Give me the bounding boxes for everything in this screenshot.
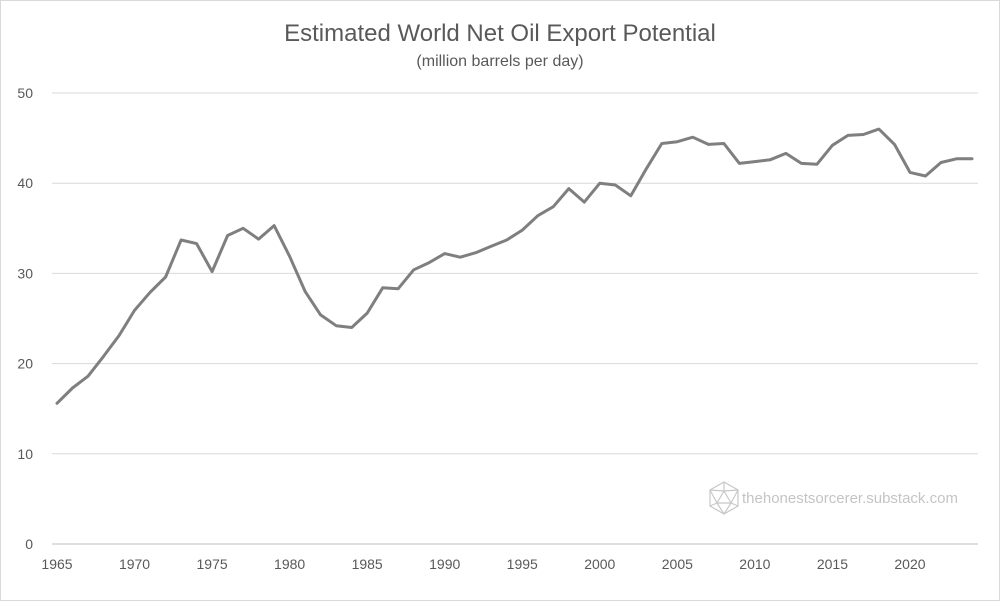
x-tick-label: 2005 (662, 556, 693, 572)
data-point-2016 (846, 134, 849, 137)
data-point-2008 (722, 142, 725, 145)
watermark-text: thehonestsorcerer.substack.com (742, 490, 958, 507)
data-point-2003 (645, 167, 648, 170)
data-point-2024 (971, 157, 974, 160)
data-point-2017 (862, 133, 865, 136)
series-line-0 (55, 127, 974, 405)
x-tick-label: 1970 (119, 556, 150, 572)
data-point-1997 (552, 205, 555, 208)
x-tick-label: 1965 (41, 556, 72, 572)
data-point-1981 (304, 290, 307, 293)
data-point-2009 (738, 162, 741, 165)
data-point-1983 (335, 324, 338, 327)
data-point-2007 (707, 143, 710, 146)
data-point-1999 (583, 201, 586, 204)
data-point-2019 (893, 143, 896, 146)
x-axis-ticks: 1965 1970 1975 1980 1985 1990 1995 2000 2005 2010… (41, 556, 925, 572)
x-tick-label: 1995 (507, 556, 538, 572)
data-point-1975 (211, 270, 214, 273)
y-tick-label: 40 (17, 175, 33, 191)
y-tick-label: 10 (17, 446, 33, 462)
data-point-2013 (800, 162, 803, 165)
data-point-1986 (381, 286, 384, 289)
data-point-1987 (397, 287, 400, 290)
data-point-1977 (242, 227, 245, 230)
data-point-1996 (536, 214, 539, 217)
data-point-2005 (676, 140, 679, 143)
data-point-1995 (521, 229, 524, 232)
x-tick-label: 1990 (429, 556, 460, 572)
data-point-2001 (614, 184, 617, 187)
data-point-1978 (257, 238, 260, 241)
data-point-2023 (955, 157, 958, 160)
data-point-1968 (102, 355, 105, 358)
data-point-2020 (909, 171, 912, 174)
data-point-1993 (490, 245, 493, 248)
data-point-1974 (195, 242, 198, 245)
data-point-2022 (940, 161, 943, 164)
gridlines (52, 92, 978, 545)
x-tick-label: 2000 (584, 556, 615, 572)
data-point-1971 (149, 291, 152, 294)
data-point-2010 (753, 160, 756, 163)
watermark: thehonestsorcerer.substack.com (709, 481, 958, 515)
data-point-1973 (180, 239, 183, 242)
y-tick-label: 50 (17, 85, 33, 101)
data-point-2021 (924, 175, 927, 178)
data-point-1990 (443, 252, 446, 255)
data-point-1991 (459, 256, 462, 259)
data-point-1980 (288, 255, 291, 258)
data-point-1966 (71, 387, 74, 390)
y-tick-label: 20 (17, 356, 33, 372)
data-point-1972 (164, 276, 167, 279)
y-axis-ticks: 0 10 20 30 40 50 (17, 85, 33, 552)
data-point-2000 (598, 182, 601, 185)
data-point-1992 (474, 251, 477, 254)
data-point-1976 (226, 234, 229, 237)
chart-subtitle: (million barrels per day) (416, 53, 584, 70)
x-tick-label: 2010 (739, 556, 770, 572)
icosahedron-icon (709, 481, 739, 515)
data-point-1982 (319, 313, 322, 316)
data-point-1965 (56, 402, 59, 405)
x-tick-label: 1975 (197, 556, 228, 572)
data-point-1970 (133, 309, 136, 312)
data-point-2004 (660, 142, 663, 145)
data-point-1988 (412, 268, 415, 271)
data-point-1969 (118, 334, 121, 337)
data-point-2006 (691, 136, 694, 139)
y-tick-label: 30 (17, 265, 33, 281)
data-point-1984 (350, 326, 353, 329)
series-group (55, 127, 974, 405)
x-tick-label: 2020 (894, 556, 925, 572)
x-tick-label: 2015 (817, 556, 848, 572)
data-point-2015 (831, 144, 834, 147)
x-tick-label: 1985 (352, 556, 383, 572)
data-point-1985 (366, 312, 369, 315)
data-point-1994 (505, 239, 508, 242)
data-point-1989 (428, 261, 431, 264)
y-tick-label: 0 (25, 536, 33, 552)
data-point-2002 (629, 194, 632, 197)
data-point-1979 (273, 224, 276, 227)
data-point-1998 (567, 187, 570, 190)
data-point-2012 (784, 152, 787, 155)
x-tick-label: 1980 (274, 556, 305, 572)
data-point-2014 (815, 163, 818, 166)
data-point-2018 (877, 128, 880, 131)
data-point-2011 (769, 158, 772, 161)
data-point-1967 (87, 375, 90, 378)
chart-title: Estimated World Net Oil Export Potential (284, 20, 716, 47)
